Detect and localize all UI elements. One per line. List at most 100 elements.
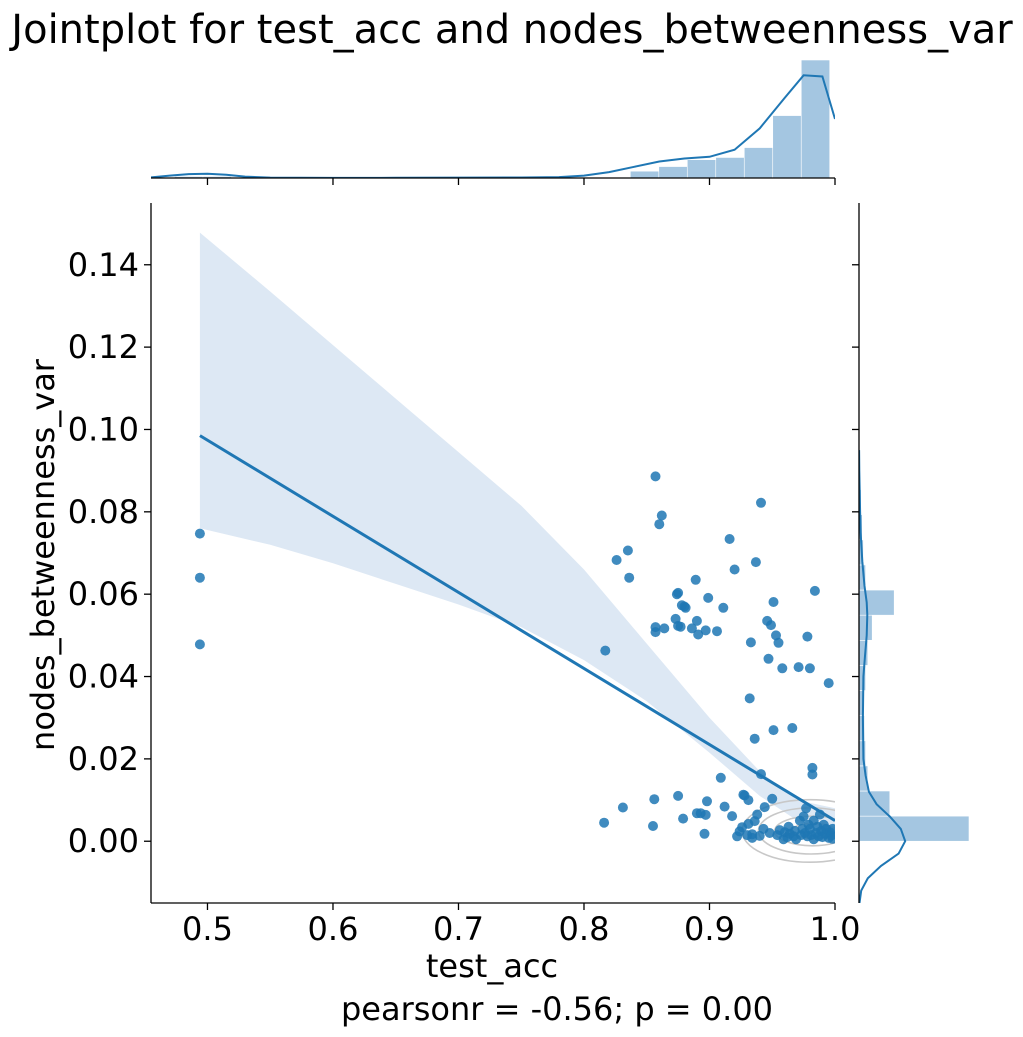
x-axis-label: test_acc (426, 947, 558, 985)
scatter-point-119 (827, 823, 835, 834)
scatter-point-11 (649, 794, 660, 805)
x-tick-label-1: 0.5 (182, 910, 233, 948)
scatter-point-42 (719, 801, 730, 812)
scatter-point-64 (756, 769, 766, 780)
scatter-point-38 (703, 592, 714, 603)
scatter-point-43 (724, 534, 735, 544)
scatter-point-70 (766, 620, 776, 631)
pearson-annotation: pearsonr = -0.56; p = 0.00 (341, 990, 773, 1028)
x-tick-label-5: 0.9 (684, 910, 735, 948)
x-hist-bar-19 (658, 166, 688, 178)
scatter-point-109 (814, 809, 825, 820)
scatter-point-31 (691, 615, 702, 626)
scatter-point-14 (650, 627, 661, 638)
y-tick-label-4: 0.06 (68, 575, 139, 613)
scatter-point-57 (747, 829, 758, 840)
scatter-point-94 (801, 803, 812, 814)
scatter-point-27 (680, 602, 691, 613)
scatter-point-39 (712, 626, 722, 637)
scatter-point-12 (650, 471, 661, 482)
y-tick-label-3: 0.04 (68, 658, 139, 696)
scatter-point-40 (715, 772, 726, 783)
scatter-point-2 (194, 572, 205, 583)
y-histogram (859, 489, 970, 842)
scatter-point-120 (827, 833, 835, 844)
y-tick-label-2: 0.02 (68, 740, 139, 778)
scatter-point-10 (648, 821, 658, 831)
scatter-point-7 (617, 802, 628, 813)
scatter-point-71 (767, 793, 778, 804)
y-hist-bar-9 (859, 614, 873, 641)
y-tick-label-6: 0.10 (68, 410, 139, 448)
regression-line (199, 434, 835, 822)
scatter-point-55 (745, 637, 756, 648)
scatter-point-78 (777, 663, 788, 674)
scatter-point-28 (686, 623, 697, 634)
main-panel (194, 232, 835, 864)
scatter-point-22 (673, 790, 684, 801)
x-hist-bar-23 (772, 115, 802, 178)
scatter-point-15 (654, 519, 665, 530)
scatter-point-34 (699, 828, 710, 839)
scatter-point-23 (675, 621, 686, 632)
chart-title: Jointplot for test_acc and nodes_between… (8, 7, 1013, 53)
scatter-point-35 (700, 625, 711, 636)
scatter-point-44 (727, 811, 738, 822)
scatter-point-73 (768, 597, 779, 607)
scatter-point-36 (700, 809, 711, 820)
scatter-point-58 (749, 733, 760, 744)
scatter-point-4 (600, 645, 611, 656)
scatter-point-8 (622, 545, 633, 556)
scatter-point-9 (624, 572, 635, 583)
x-hist-bar-24 (800, 59, 831, 178)
x-tick-label-2: 0.6 (308, 910, 359, 948)
x-hist-bar-3 (202, 176, 232, 178)
scatter-point-105 (809, 585, 820, 596)
scatter-point-66 (759, 802, 770, 813)
scatter-point-32 (693, 629, 704, 640)
x-histogram (174, 59, 831, 178)
y-tick-label-7: 0.12 (68, 328, 139, 366)
scatter-point-102 (807, 769, 818, 780)
scatter-point-95 (802, 631, 813, 642)
scatter-point-54 (744, 693, 755, 704)
scatter-point-60 (750, 557, 761, 568)
scatter-point-84 (787, 723, 798, 733)
scatter-point-76 (773, 637, 784, 648)
scatter-point-69 (764, 828, 775, 838)
scatter-point-98 (804, 663, 815, 674)
y-tick-label-8: 0.14 (68, 246, 139, 284)
x-tick-label-4: 0.8 (559, 910, 610, 948)
scatter-point-92 (798, 811, 809, 822)
y-hist-bar-1 (859, 815, 970, 842)
x-hist-bar-20 (686, 159, 717, 178)
scatter-point-115 (823, 678, 834, 689)
y-kde-curve (859, 450, 907, 903)
x-hist-bar-21 (715, 157, 745, 178)
top-marginal (151, 59, 835, 178)
scatter-point-37 (702, 796, 712, 807)
x-tick-label-3: 0.7 (433, 910, 484, 948)
scatter-point-72 (768, 725, 779, 736)
scatter-point-61 (752, 809, 763, 820)
y-axis-label: nodes_betweenness_var (24, 358, 62, 751)
y-tick-label-1: 0.00 (68, 822, 139, 860)
x-hist-bar-22 (743, 147, 774, 178)
scatter-point-20 (673, 587, 684, 598)
scatter-point-16 (656, 510, 667, 521)
scatter-point-3 (194, 639, 205, 650)
scatter-point-25 (678, 813, 689, 824)
scatter-point-1 (194, 528, 205, 539)
scatter-point-45 (729, 564, 740, 575)
top-marginal-ticks (206, 178, 836, 185)
scatter-point-5 (599, 817, 610, 828)
x-axis-ticks: 0.5 0.6 0.7 0.8 0.9 1.0 (182, 903, 860, 948)
scatter-point-68 (763, 653, 774, 664)
scatter-point-17 (659, 623, 670, 634)
scatter-point-41 (718, 602, 729, 613)
scatter-point-52 (743, 795, 754, 806)
y-axis-ticks: 0.00 0.02 0.04 0.06 0.08 0.10 0.12 0.14 (68, 246, 151, 860)
x-kde-curve (151, 74, 835, 178)
x-tick-label-6: 1.0 (810, 910, 861, 948)
